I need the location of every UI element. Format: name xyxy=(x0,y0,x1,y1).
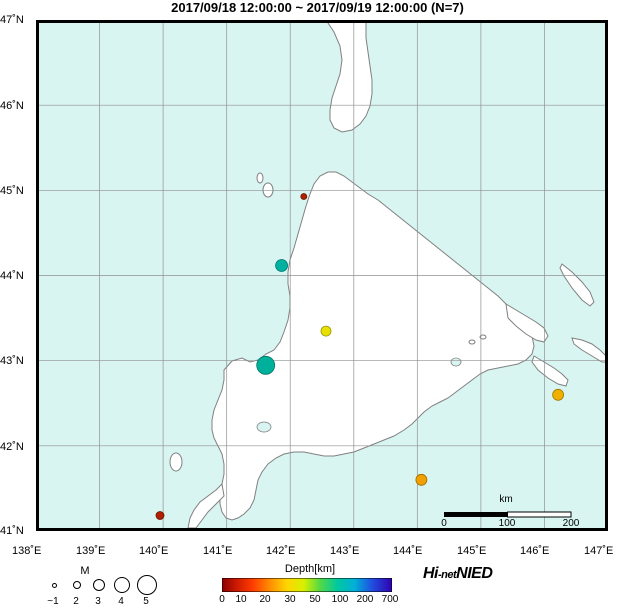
island-small-1 xyxy=(468,339,476,345)
scalebar-tick-100: 100 xyxy=(498,518,516,529)
magnitude-circle-3 xyxy=(93,579,105,591)
scalebar xyxy=(444,511,572,518)
scalebar-tick-200: 200 xyxy=(562,518,580,529)
scalebar-tick-0: 0 xyxy=(441,518,447,529)
depth-tick-200: 200 xyxy=(356,594,374,605)
epicenter-marker[interactable] xyxy=(300,193,308,200)
axis-label-lon-140: 140˚E xyxy=(139,545,169,557)
axis-label-lat-44: 44˚N xyxy=(0,270,24,282)
landmass-kuril-2 xyxy=(571,337,608,363)
depth-tick-30: 30 xyxy=(284,594,296,605)
depth-tick-0: 0 xyxy=(219,594,225,605)
magnitude-value-1: ~1 xyxy=(47,596,59,607)
axis-label-lon-143: 143˚E xyxy=(330,545,360,557)
axis-label-lat-43: 43˚N xyxy=(0,355,24,367)
magnitude-circle-4 xyxy=(114,577,130,593)
depth-tick-10: 10 xyxy=(235,594,247,605)
landmass-hokkaido xyxy=(211,171,535,521)
depth-tick-100: 100 xyxy=(331,594,349,605)
landmass-shiretoko xyxy=(505,303,549,343)
map-frame: km 0 100 200 xyxy=(36,20,608,531)
epicenter-marker[interactable] xyxy=(552,388,564,401)
epicenter-markers[interactable] xyxy=(155,193,564,520)
axis-label-lon-141: 141˚E xyxy=(203,545,233,557)
epicenter-marker[interactable] xyxy=(415,473,428,486)
lake-kussharo xyxy=(450,357,462,367)
graticule-lat xyxy=(36,104,608,447)
magnitude-value-3: 3 xyxy=(95,596,101,607)
axis-label-lat-41: 41˚N xyxy=(0,525,24,537)
landmass-kuril-1 xyxy=(531,355,569,387)
landmass-sakhalin xyxy=(325,20,373,133)
axis-label-lon-144: 144˚E xyxy=(393,545,423,557)
magnitude-legend-title: M xyxy=(80,565,90,577)
depth-colorbar xyxy=(222,578,392,592)
axis-label-lon-145: 145˚E xyxy=(457,545,487,557)
epicenter-marker[interactable] xyxy=(256,355,276,375)
axis-label-lat-45: 45˚N xyxy=(0,185,24,197)
logo-hi: Hi xyxy=(423,565,439,582)
axis-label-lat-42: 42˚N xyxy=(0,441,24,453)
axis-label-lat-47: 47˚N xyxy=(0,14,24,26)
magnitude-value-4: 4 xyxy=(118,596,124,607)
lake-toya xyxy=(256,421,272,433)
scalebar-unit: km xyxy=(499,494,513,505)
hinet-nied-logo: Hi-netNIED xyxy=(423,565,493,583)
magnitude-circle-1 xyxy=(52,583,57,588)
magnitude-value-2: 2 xyxy=(73,596,79,607)
magnitude-circle-2 xyxy=(73,581,81,589)
logo-nied: NIED xyxy=(456,565,493,582)
axis-label-lon-139: 139˚E xyxy=(76,545,106,557)
magnitude-value-5: 5 xyxy=(143,596,149,607)
magnitude-circle-5 xyxy=(137,575,157,595)
island-small-2 xyxy=(479,334,487,340)
depth-tick-700: 700 xyxy=(381,594,399,605)
axis-label-lon-146: 146˚E xyxy=(520,545,550,557)
map-plot[interactable] xyxy=(36,20,608,531)
axis-label-lon-142: 142˚E xyxy=(266,545,296,557)
island-rebun xyxy=(256,172,264,184)
epicenter-marker[interactable] xyxy=(275,259,289,272)
depth-tick-50: 50 xyxy=(309,594,321,605)
epicenter-marker[interactable] xyxy=(320,325,332,337)
page-title: 2017/09/18 12:00:00 ~ 2017/09/19 12:00:0… xyxy=(171,0,464,15)
depth-legend-title: Depth[km] xyxy=(284,563,336,575)
epicenter-marker[interactable] xyxy=(155,511,165,520)
landmass-kuril-3 xyxy=(559,263,595,307)
axis-label-lon-147: 147˚E xyxy=(584,545,614,557)
axis-label-lat-46: 46˚N xyxy=(0,100,24,112)
logo-dash: -net xyxy=(438,569,457,581)
axis-label-lon-138: 138˚E xyxy=(12,545,42,557)
depth-tick-20: 20 xyxy=(259,594,271,605)
island-okushiri xyxy=(169,452,183,472)
